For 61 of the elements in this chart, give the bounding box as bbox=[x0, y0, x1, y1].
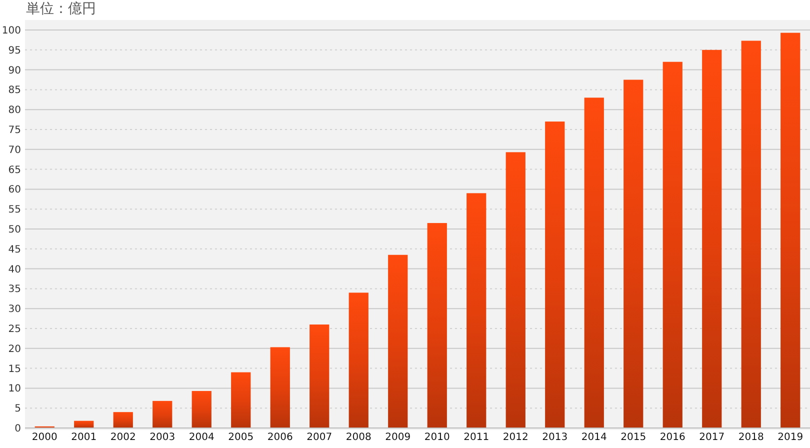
x-tick-label: 2011 bbox=[464, 432, 490, 443]
bar bbox=[231, 372, 251, 428]
bar bbox=[506, 152, 526, 428]
y-tick-label: 35 bbox=[8, 284, 21, 296]
y-tick-label: 40 bbox=[8, 264, 21, 276]
bar bbox=[192, 390, 212, 428]
x-tick-label: 2016 bbox=[660, 432, 686, 443]
bar bbox=[662, 62, 682, 428]
bar bbox=[270, 347, 290, 428]
bar bbox=[310, 324, 330, 428]
y-tick-label: 60 bbox=[8, 184, 21, 196]
y-tick-label: 15 bbox=[8, 364, 21, 375]
x-tick-label: 2013 bbox=[542, 432, 568, 443]
x-tick-label: 2019 bbox=[778, 432, 804, 443]
y-tick-label: 75 bbox=[8, 125, 21, 136]
y-tick-label: 80 bbox=[8, 105, 21, 116]
y-tick-label: 0 bbox=[14, 424, 21, 434]
bar bbox=[702, 50, 722, 428]
bar bbox=[388, 254, 408, 428]
x-tick-label: 2007 bbox=[306, 432, 332, 443]
y-tick-label: 65 bbox=[8, 164, 21, 176]
bar bbox=[624, 80, 644, 428]
y-tick-label: 90 bbox=[8, 65, 21, 76]
bar bbox=[348, 292, 368, 428]
x-tick-label: 2018 bbox=[738, 432, 764, 443]
y-tick-label: 50 bbox=[8, 224, 21, 236]
x-tick-label: 2008 bbox=[346, 432, 372, 443]
bar bbox=[113, 412, 133, 428]
y-tick-label: 5 bbox=[14, 404, 21, 415]
bar bbox=[741, 40, 761, 428]
bar bbox=[466, 193, 486, 428]
x-tick-label: 2003 bbox=[150, 432, 176, 443]
chart-title: 単位：億円 bbox=[26, 1, 96, 17]
x-tick-label: 2012 bbox=[502, 432, 528, 443]
y-tick-label: 70 bbox=[8, 144, 21, 156]
x-tick-label: 2009 bbox=[385, 432, 411, 443]
bar bbox=[74, 420, 94, 428]
y-tick-label: 30 bbox=[8, 304, 21, 316]
y-tick-label: 95 bbox=[8, 45, 21, 56]
bar bbox=[780, 32, 800, 428]
bar bbox=[427, 223, 447, 428]
bar bbox=[584, 98, 604, 428]
x-tick-label: 2010 bbox=[424, 432, 450, 443]
x-tick-label: 2001 bbox=[71, 432, 97, 443]
x-tick-label: 2002 bbox=[110, 432, 136, 443]
y-tick-label: 20 bbox=[8, 344, 21, 355]
bar bbox=[152, 400, 172, 428]
y-tick-label: 45 bbox=[8, 244, 21, 256]
y-tick-label: 10 bbox=[8, 384, 21, 395]
y-tick-label: 85 bbox=[8, 85, 21, 96]
y-tick-label: 55 bbox=[8, 204, 21, 216]
x-tick-label: 2004 bbox=[188, 432, 214, 443]
x-tick-label: 2017 bbox=[699, 432, 725, 443]
y-tick-label: 100 bbox=[2, 26, 21, 36]
x-tick-label: 2015 bbox=[620, 432, 646, 443]
x-tick-label: 2014 bbox=[581, 432, 607, 443]
y-tick-label: 25 bbox=[8, 324, 21, 335]
x-tick-label: 2000 bbox=[32, 432, 58, 443]
bar bbox=[545, 122, 565, 428]
x-tick-label: 2005 bbox=[228, 432, 254, 443]
x-tick-label: 2006 bbox=[267, 432, 293, 443]
